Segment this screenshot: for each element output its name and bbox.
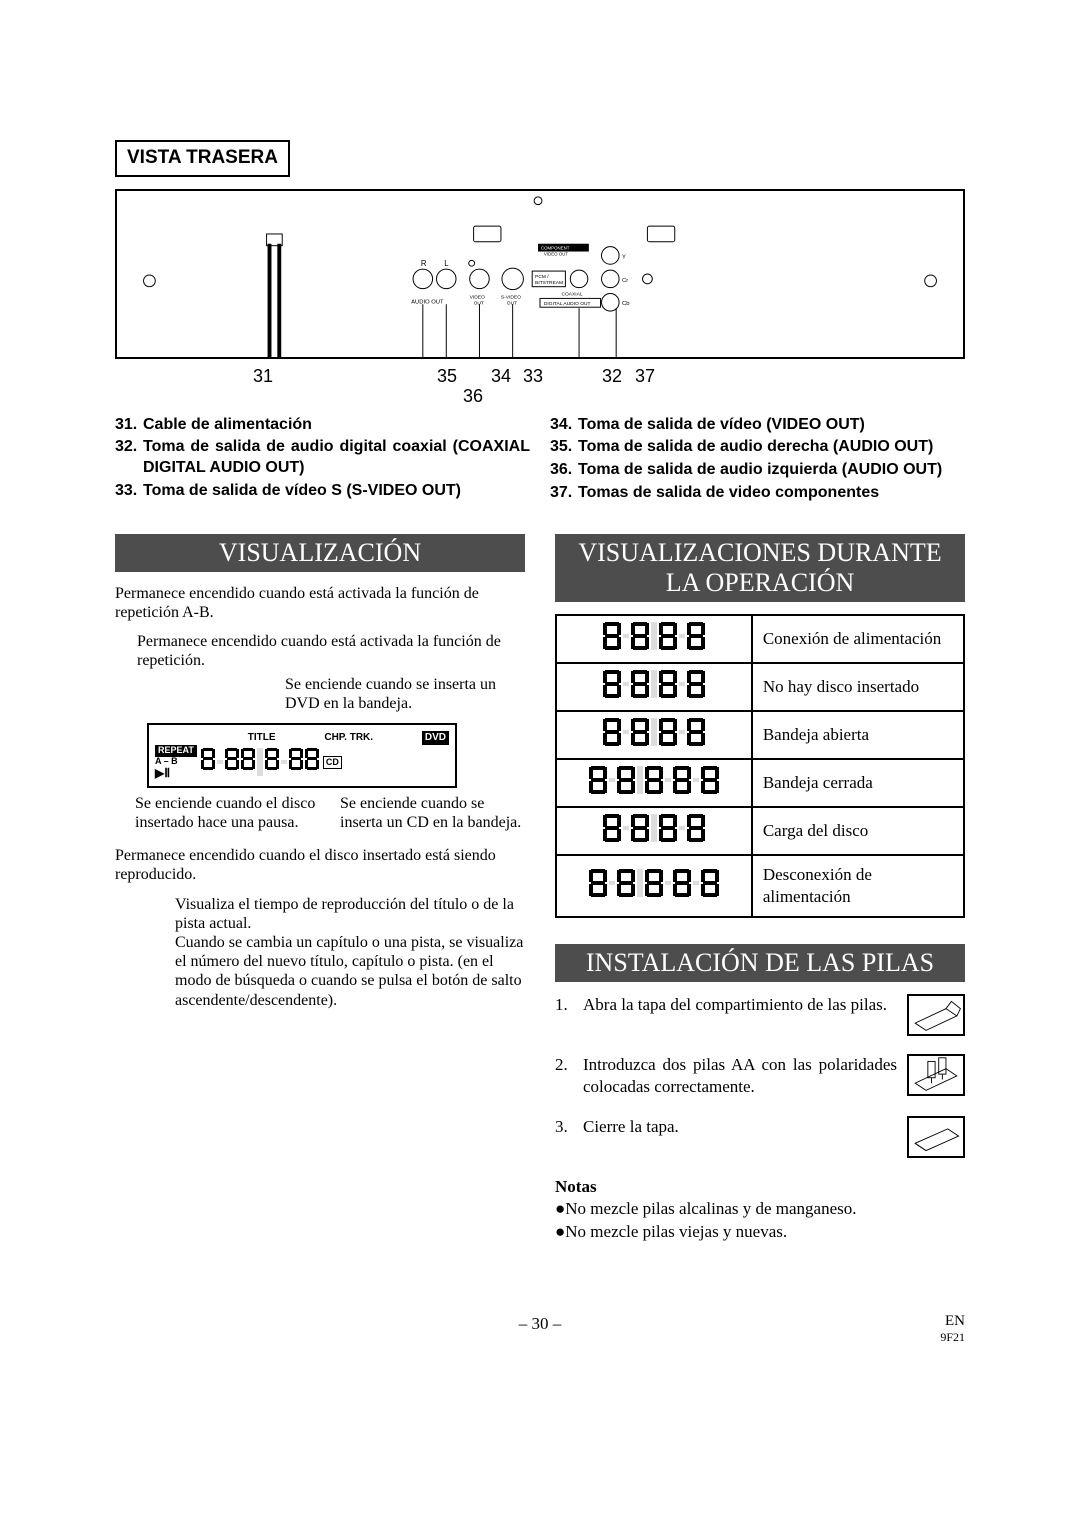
svg-text:OUT: OUT xyxy=(507,300,517,306)
durante-title: VISUALIZACIONES DURANTE LA OPERACIÓN xyxy=(555,534,965,602)
display-annotations: Permanece encendido cuando está activada… xyxy=(115,584,525,1010)
battery-insert-icon xyxy=(907,1054,965,1096)
svg-text:Cb: Cb xyxy=(622,301,629,307)
vista-trasera-title: VISTA TRASERA xyxy=(115,140,290,177)
svg-text:VIDEO OUT: VIDEO OUT xyxy=(544,251,568,256)
front-display-diagram: TITLE CHP. TRK. DVD REPEAT A – B ▶Ⅱ xyxy=(147,723,457,788)
status-row: Desconexión de alimentación xyxy=(556,855,964,917)
svg-text:R: R xyxy=(421,259,427,268)
svg-text:S-VIDEO: S-VIDEO xyxy=(501,294,521,300)
status-row: No hay disco insertado xyxy=(556,663,964,711)
battery-open-icon xyxy=(907,994,965,1036)
svg-text:Cr: Cr xyxy=(622,277,628,283)
status-row: Carga del disco xyxy=(556,807,964,855)
rear-legend: 31.Cable de alimentación 32.Toma de sali… xyxy=(115,415,965,506)
status-row: Bandeja cerrada xyxy=(556,759,964,807)
svg-text:L: L xyxy=(444,259,449,268)
status-table: Conexión de alimentación No hay disco in… xyxy=(555,614,965,919)
svg-text:COAXIAL: COAXIAL xyxy=(561,291,582,297)
svg-text:COMPONENT: COMPONENT xyxy=(541,245,570,250)
status-row: Bandeja abierta xyxy=(556,711,964,759)
callout-numbers: 31 35 34 33 32 37 36 xyxy=(115,365,965,405)
visualizacion-title: VISUALIZACIÓN xyxy=(115,534,525,572)
svg-text:BITSTREAM: BITSTREAM xyxy=(535,279,563,285)
svg-text:AUDIO OUT: AUDIO OUT xyxy=(411,299,444,305)
svg-text:PCM /: PCM / xyxy=(535,274,549,280)
battery-close-icon xyxy=(907,1116,965,1158)
battery-steps: 1. Abra la tapa del compartimiento de la… xyxy=(555,994,965,1158)
status-row: Conexión de alimentación xyxy=(556,615,964,663)
page-footer: – 30 – EN9F21 xyxy=(115,1313,965,1343)
rear-panel-diagram: R L AUDIO OUT VIDEO OUT S-VIDEO OUT PCM … xyxy=(115,189,965,359)
svg-text:DIGITAL AUDIO OUT: DIGITAL AUDIO OUT xyxy=(544,301,591,307)
svg-text:OUT: OUT xyxy=(474,300,484,306)
svg-text:Y: Y xyxy=(622,254,626,260)
pilas-title: INSTALACIÓN DE LAS PILAS xyxy=(555,944,965,982)
battery-notes: Notas ●No mezcle pilas alcalinas y de ma… xyxy=(555,1176,965,1242)
svg-text:VIDEO: VIDEO xyxy=(470,294,485,300)
